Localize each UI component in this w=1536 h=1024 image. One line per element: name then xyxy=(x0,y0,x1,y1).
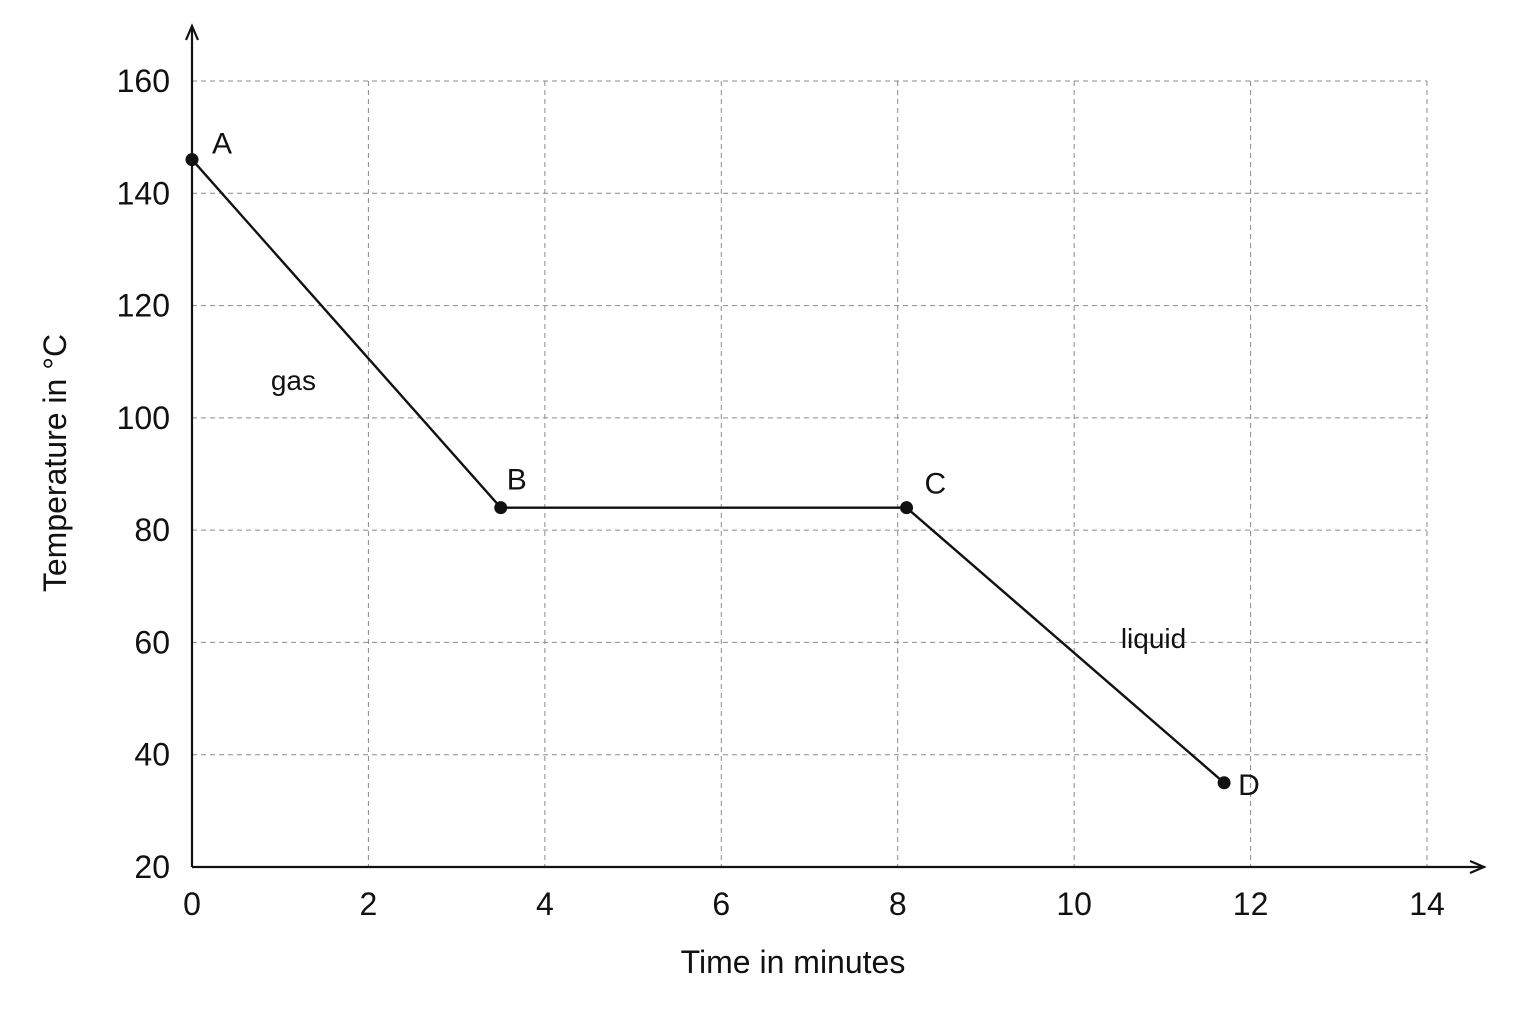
point-labels: A B C D xyxy=(212,128,1260,802)
data-point-c xyxy=(900,501,914,515)
region-label-gas: gas xyxy=(271,365,316,396)
x-axis-title: Time in minutes xyxy=(681,944,906,980)
y-tick-label: 40 xyxy=(134,737,170,773)
y-tick-label: 160 xyxy=(117,63,170,99)
y-tick-label: 80 xyxy=(134,512,170,548)
x-tick-label: 0 xyxy=(183,886,201,922)
x-tick-label: 6 xyxy=(712,886,730,922)
x-tick-label: 14 xyxy=(1409,886,1445,922)
point-label-b: B xyxy=(507,464,527,497)
point-label-d: D xyxy=(1238,769,1260,802)
y-tick-label: 20 xyxy=(134,849,170,885)
x-tick-label: 8 xyxy=(889,886,907,922)
data-point-d xyxy=(1217,776,1231,790)
y-axis-title: Temperature in °C xyxy=(37,334,73,592)
x-tick-label: 2 xyxy=(360,886,378,922)
series-line xyxy=(191,158,1225,784)
data-point-b xyxy=(494,501,508,515)
x-tick-label: 10 xyxy=(1056,886,1092,922)
y-tick-label: 60 xyxy=(134,624,170,660)
point-label-a: A xyxy=(212,128,232,161)
data-point-a xyxy=(185,153,199,167)
axes xyxy=(184,23,1487,875)
y-axis-arrow xyxy=(184,23,200,41)
y-tick-label: 100 xyxy=(117,400,170,436)
region-label-liquid: liquid xyxy=(1121,623,1186,654)
grid xyxy=(192,80,1428,867)
tick-labels: 0 2 4 6 8 10 12 14 20 40 60 80 100 120 140 160 xyxy=(117,63,1445,922)
region-annotations: gas liquid xyxy=(271,365,1186,654)
x-tick-label: 12 xyxy=(1233,886,1269,922)
data-series xyxy=(185,153,1231,790)
y-tick-label: 140 xyxy=(117,175,170,211)
y-tick-label: 120 xyxy=(117,288,170,324)
x-axis-arrow xyxy=(1469,859,1487,875)
point-label-c: C xyxy=(925,468,947,501)
x-tick-label: 4 xyxy=(536,886,554,922)
